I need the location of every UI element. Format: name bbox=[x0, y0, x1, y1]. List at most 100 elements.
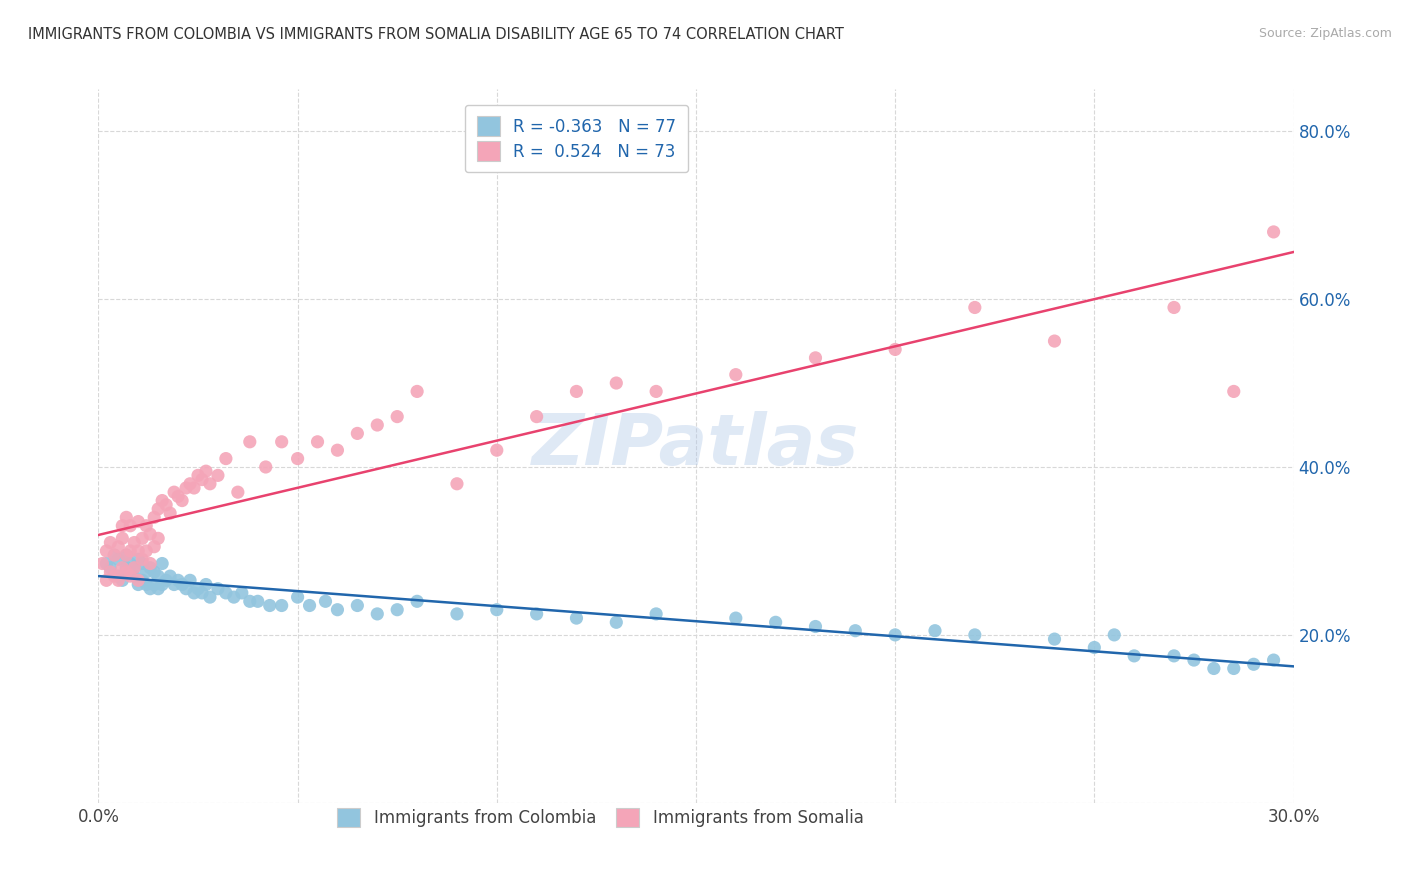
Point bbox=[366, 607, 388, 621]
Point bbox=[155, 498, 177, 512]
Point bbox=[1163, 648, 1185, 663]
Point bbox=[139, 527, 162, 541]
Point bbox=[150, 557, 173, 571]
Point bbox=[111, 518, 134, 533]
Point bbox=[98, 565, 122, 579]
Point bbox=[172, 577, 194, 591]
Point bbox=[163, 577, 186, 591]
Point bbox=[207, 468, 229, 483]
Point bbox=[98, 560, 122, 574]
Point bbox=[91, 557, 114, 571]
Point bbox=[1182, 653, 1205, 667]
Point bbox=[143, 510, 166, 524]
Point bbox=[115, 510, 138, 524]
Point bbox=[1083, 640, 1105, 655]
Point bbox=[183, 586, 205, 600]
Point bbox=[143, 540, 166, 554]
Text: IMMIGRANTS FROM COLOMBIA VS IMMIGRANTS FROM SOMALIA DISABILITY AGE 65 TO 74 CORR: IMMIGRANTS FROM COLOMBIA VS IMMIGRANTS F… bbox=[28, 27, 844, 42]
Point bbox=[1104, 628, 1126, 642]
Point bbox=[127, 544, 149, 558]
Point bbox=[239, 594, 262, 608]
Point bbox=[124, 560, 146, 574]
Point bbox=[385, 409, 409, 424]
Point bbox=[98, 535, 122, 549]
Point bbox=[406, 384, 429, 399]
Point bbox=[148, 569, 170, 583]
Point bbox=[148, 502, 170, 516]
Point bbox=[326, 603, 349, 617]
Point bbox=[565, 384, 588, 399]
Point bbox=[222, 590, 245, 604]
Point bbox=[884, 343, 907, 357]
Point bbox=[96, 574, 118, 588]
Point bbox=[239, 434, 262, 449]
Point bbox=[103, 548, 125, 562]
Point bbox=[1202, 661, 1225, 675]
Point bbox=[406, 594, 429, 608]
Point bbox=[844, 624, 866, 638]
Point bbox=[179, 476, 201, 491]
Point bbox=[120, 565, 142, 579]
Point bbox=[131, 532, 153, 546]
Point bbox=[198, 590, 221, 604]
Point bbox=[485, 443, 508, 458]
Point bbox=[167, 574, 190, 588]
Point bbox=[115, 548, 138, 562]
Point bbox=[111, 560, 134, 574]
Point bbox=[446, 607, 468, 621]
Point bbox=[139, 557, 162, 571]
Point bbox=[270, 434, 292, 449]
Point bbox=[127, 577, 149, 591]
Point bbox=[115, 548, 138, 562]
Point bbox=[120, 518, 142, 533]
Point bbox=[254, 460, 277, 475]
Point bbox=[107, 552, 129, 566]
Point bbox=[139, 560, 162, 574]
Point bbox=[315, 594, 337, 608]
Point bbox=[124, 535, 146, 549]
Point bbox=[526, 409, 548, 424]
Point bbox=[804, 351, 827, 365]
Point bbox=[111, 532, 134, 546]
Point bbox=[1263, 225, 1285, 239]
Point bbox=[155, 574, 177, 588]
Point bbox=[135, 544, 157, 558]
Point bbox=[765, 615, 787, 630]
Point bbox=[446, 476, 468, 491]
Point bbox=[96, 544, 118, 558]
Point bbox=[159, 569, 181, 583]
Point bbox=[191, 473, 214, 487]
Point bbox=[183, 481, 205, 495]
Point bbox=[326, 443, 349, 458]
Point bbox=[131, 574, 153, 588]
Point bbox=[172, 493, 194, 508]
Point bbox=[385, 603, 409, 617]
Point bbox=[143, 565, 166, 579]
Point bbox=[150, 577, 173, 591]
Point bbox=[187, 468, 209, 483]
Point bbox=[565, 611, 588, 625]
Point bbox=[131, 552, 153, 566]
Point bbox=[179, 574, 201, 588]
Point bbox=[287, 451, 309, 466]
Point bbox=[605, 376, 627, 390]
Point bbox=[246, 594, 269, 608]
Point bbox=[148, 582, 170, 596]
Point bbox=[924, 624, 946, 638]
Point bbox=[963, 301, 986, 315]
Point bbox=[107, 569, 129, 583]
Point bbox=[804, 619, 827, 633]
Point bbox=[135, 577, 157, 591]
Point bbox=[135, 518, 157, 533]
Point bbox=[115, 560, 138, 574]
Point bbox=[131, 557, 153, 571]
Point bbox=[884, 628, 907, 642]
Point bbox=[127, 515, 149, 529]
Point bbox=[120, 544, 142, 558]
Point bbox=[307, 434, 329, 449]
Point bbox=[148, 532, 170, 546]
Point bbox=[226, 485, 249, 500]
Point bbox=[167, 489, 190, 503]
Point bbox=[127, 552, 149, 566]
Text: ZIPatlas: ZIPatlas bbox=[533, 411, 859, 481]
